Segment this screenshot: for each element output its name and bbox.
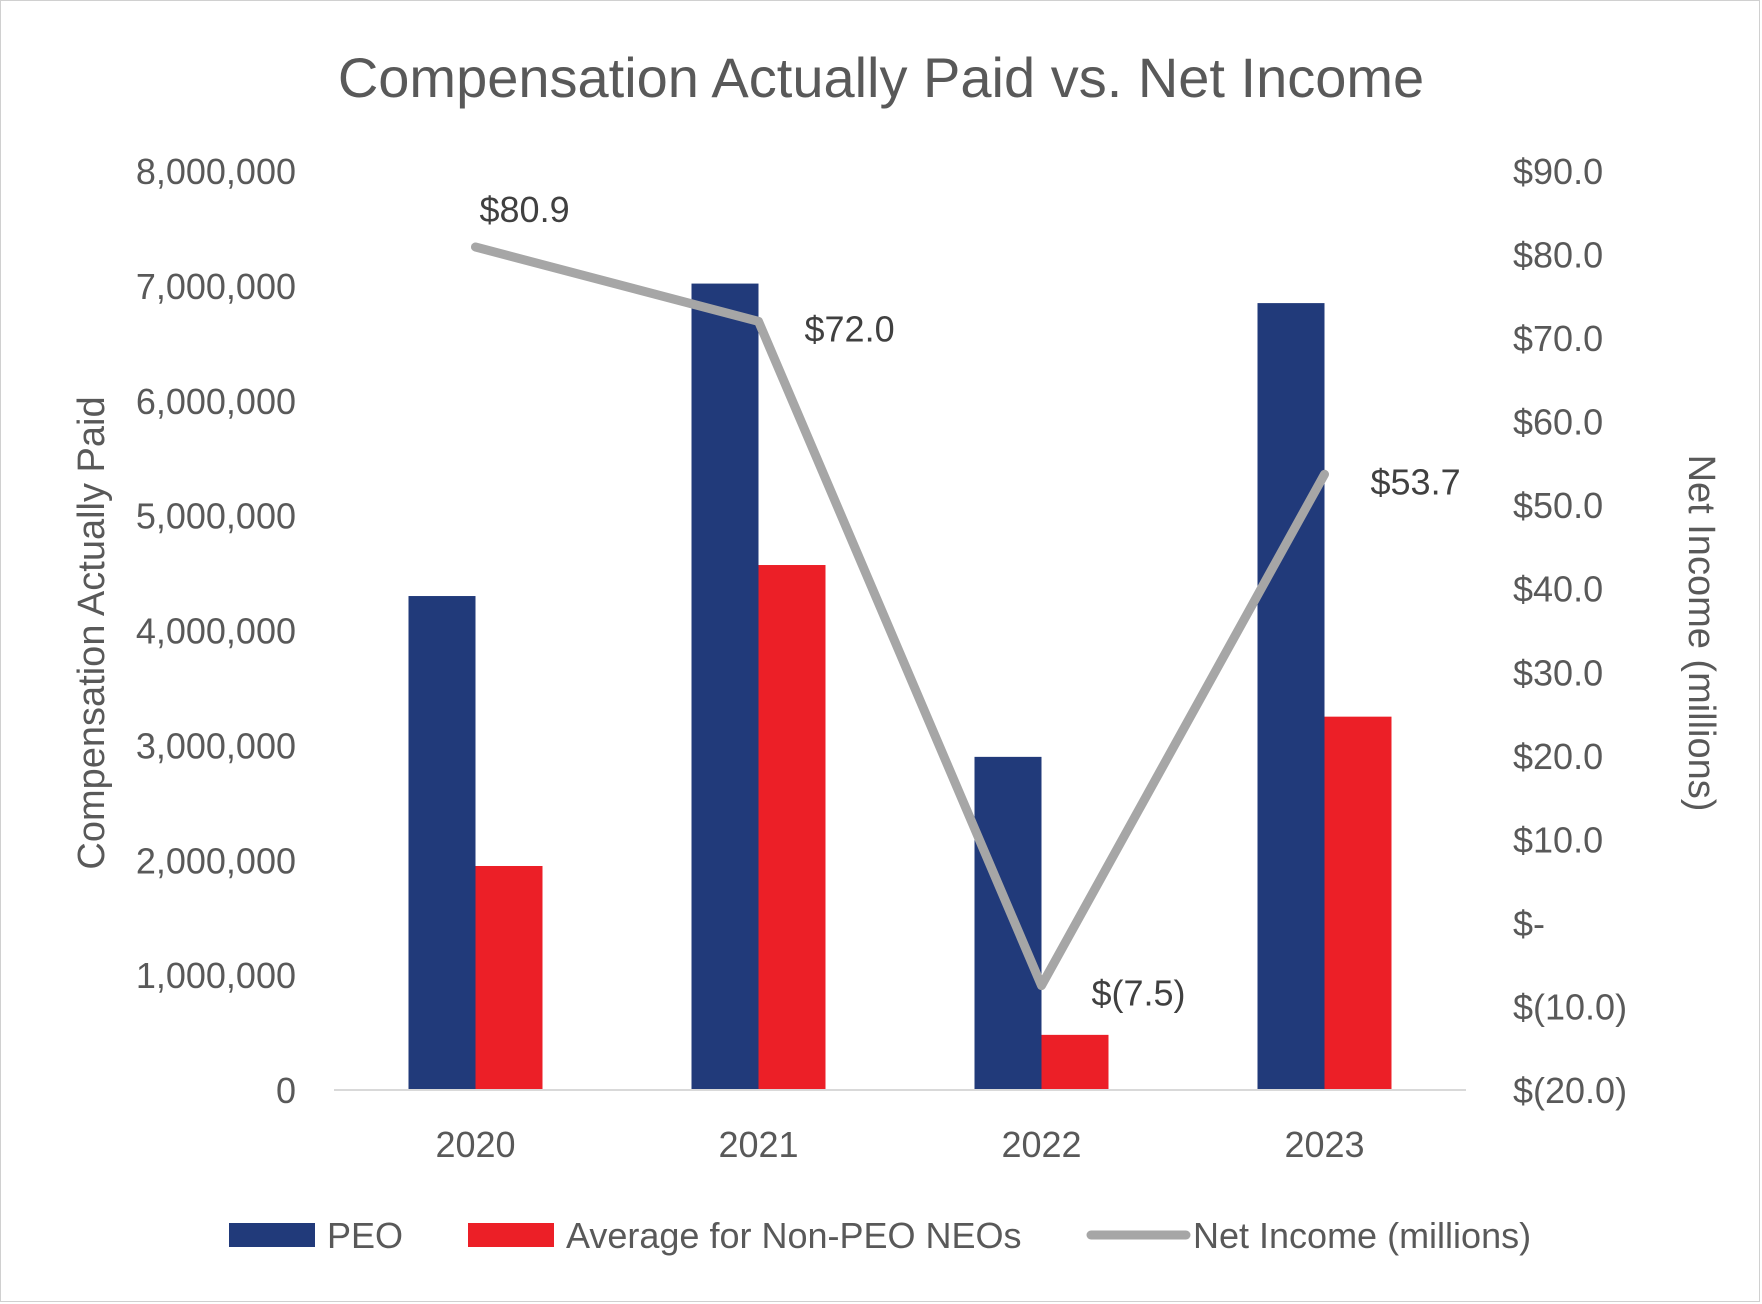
legend-label: PEO (327, 1215, 403, 1256)
left-tick-label: 6,000,000 (136, 381, 296, 422)
legend-swatch (468, 1223, 554, 1247)
category-label: 2021 (718, 1124, 798, 1165)
category-labels: 2020 2021 2022 2023 (435, 1124, 1364, 1165)
non-peo-bar-2021 (758, 565, 826, 1090)
left-tick-label: 1,000,000 (136, 955, 296, 996)
peo-bar-2023 (1257, 303, 1325, 1090)
chart-title: Compensation Actually Paid vs. Net Incom… (338, 46, 1424, 109)
right-tick-label: $(10.0) (1513, 986, 1627, 1027)
net-income-data-label: $72.0 (805, 308, 895, 349)
net-income-data-label: $53.7 (1371, 461, 1461, 502)
left-tick-label: 7,000,000 (136, 266, 296, 307)
right-tick-label: $- (1513, 903, 1545, 944)
right-tick-label: $70.0 (1513, 318, 1603, 359)
right-tick-label: $30.0 (1513, 652, 1603, 693)
legend: PEO Average for Non-PEO NEOs Net Income (m… (229, 1215, 1531, 1256)
right-axis-ticks: $(20.0) $(10.0) $- $10.0 $20.0 $30.0 $40.0 $50.… (1513, 151, 1627, 1111)
net-income-data-label: $(7.5) (1092, 973, 1186, 1014)
peo-bar-2021 (691, 283, 759, 1090)
category-label: 2023 (1284, 1124, 1364, 1165)
right-tick-label: $10.0 (1513, 819, 1603, 860)
peo-bar-2020 (408, 596, 476, 1090)
left-tick-label: 8,000,000 (136, 151, 296, 192)
left-axis-title: Compensation Actually Paid (71, 396, 113, 869)
non-peo-bar-2022 (1041, 1034, 1109, 1090)
left-tick-label: 5,000,000 (136, 496, 296, 537)
net-income-line (471, 242, 1329, 991)
right-tick-label: $20.0 (1513, 736, 1603, 777)
net-income-line-group: $80.9 $72.0 $(7.5) $53.7 (471, 189, 1461, 1014)
right-tick-label: $(20.0) (1513, 1070, 1627, 1111)
category-label: 2022 (1001, 1124, 1081, 1165)
right-tick-label: $80.0 (1513, 235, 1603, 276)
non-peo-bar-2023 (1324, 716, 1392, 1090)
left-tick-label: 3,000,000 (136, 725, 296, 766)
left-tick-label: 0 (276, 1070, 296, 1111)
right-tick-label: $60.0 (1513, 402, 1603, 443)
legend-label: Average for Non-PEO NEOs (566, 1215, 1022, 1256)
peo-bar-2022 (974, 756, 1042, 1090)
right-tick-label: $40.0 (1513, 569, 1603, 610)
right-tick-label: $50.0 (1513, 485, 1603, 526)
right-tick-label: $90.0 (1513, 151, 1603, 192)
left-axis-ticks: 0 1,000,000 2,000,000 3,000,000 4,000,000 5,0… (136, 151, 296, 1111)
right-axis-title: Net Income (millions) (1680, 455, 1722, 812)
left-tick-label: 2,000,000 (136, 840, 296, 881)
bars (408, 283, 1392, 1090)
legend-swatch (229, 1223, 315, 1247)
non-peo-bar-2020 (475, 865, 543, 1090)
legend-label: Net Income (millions) (1193, 1215, 1531, 1256)
net-income-data-label: $80.9 (480, 189, 570, 230)
category-label: 2020 (435, 1124, 515, 1165)
left-tick-label: 4,000,000 (136, 611, 296, 652)
